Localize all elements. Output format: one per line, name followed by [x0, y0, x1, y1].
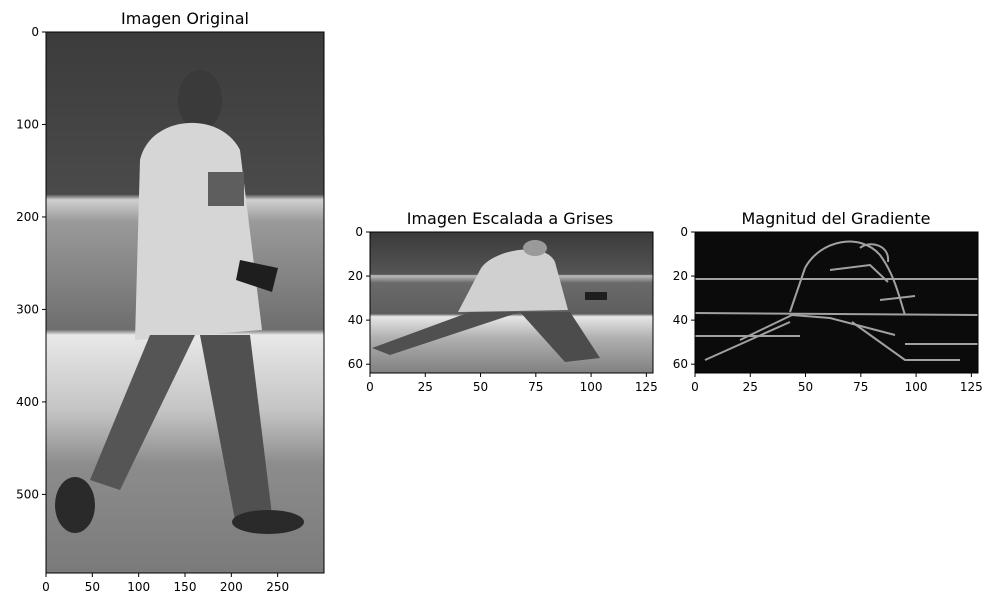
- y-tick-label: 20: [673, 269, 688, 283]
- x-tick-label: 100: [580, 380, 603, 394]
- image-original: [46, 32, 324, 573]
- y-tick-label: 400: [16, 395, 39, 409]
- x-tick-label: 100: [905, 380, 928, 394]
- x-tick-label: 0: [691, 380, 699, 394]
- panel-gradiente: Magnitud del Gradiente 0 25 50 75 100 125 0 20 4…: [673, 209, 983, 394]
- x-tick-label: 200: [220, 580, 243, 594]
- x-tick-label: 150: [174, 580, 197, 594]
- axis-ticks: 0 25 50 75 100 125 0 20 40 60: [348, 225, 658, 394]
- x-tick-label: 250: [266, 580, 289, 594]
- axis-ticks: 0 25 50 75 100 125 0 20 40 60: [673, 225, 983, 394]
- x-tick-label: 75: [528, 380, 543, 394]
- axes-frame: [694, 231, 979, 374]
- y-tick-label: 60: [673, 357, 688, 371]
- axis-ticks: 0 50 100 150 200 250 0 100 200 300 400 500: [16, 25, 289, 594]
- panel-title: Magnitud del Gradiente: [741, 209, 930, 228]
- x-tick-label: 50: [85, 580, 100, 594]
- x-tick-label: 100: [127, 580, 150, 594]
- y-tick-label: 100: [16, 117, 39, 131]
- panel-title: Imagen Original: [121, 9, 249, 28]
- x-tick-label: 25: [418, 380, 433, 394]
- y-tick-label: 40: [673, 313, 688, 327]
- image-grises: [370, 232, 653, 373]
- x-tick-label: 75: [853, 380, 868, 394]
- y-tick-label: 40: [348, 313, 363, 327]
- image-gradiente: [694, 232, 979, 373]
- x-tick-label: 50: [798, 380, 813, 394]
- y-tick-label: 300: [16, 302, 39, 316]
- y-tick-label: 0: [355, 225, 363, 239]
- panel-grises: Imagen Escalada a Grises 0 25 50 75 100 125 0 2…: [348, 209, 658, 394]
- y-tick-label: 0: [31, 25, 39, 39]
- y-tick-label: 60: [348, 357, 363, 371]
- x-tick-label: 25: [743, 380, 758, 394]
- x-tick-label: 125: [960, 380, 983, 394]
- y-tick-label: 20: [348, 269, 363, 283]
- x-tick-label: 125: [635, 380, 658, 394]
- y-tick-label: 500: [16, 487, 39, 501]
- panel-original: Imagen Original 0 50 100 150 200 250 0 100 200 30…: [16, 9, 325, 594]
- y-tick-label: 200: [16, 210, 39, 224]
- x-tick-label: 0: [42, 580, 50, 594]
- panel-title: Imagen Escalada a Grises: [407, 209, 614, 228]
- y-tick-label: 0: [680, 225, 688, 239]
- x-tick-label: 50: [473, 380, 488, 394]
- axes-frame: [369, 231, 654, 374]
- x-tick-label: 0: [366, 380, 374, 394]
